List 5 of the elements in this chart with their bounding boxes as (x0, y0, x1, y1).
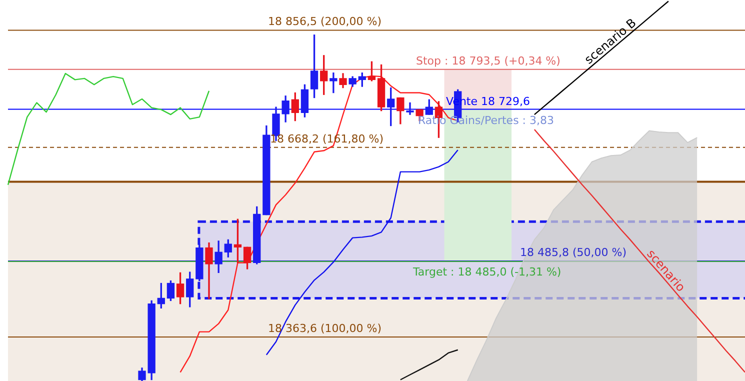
ref-line-label: 18 363,6 (100,00 %) (268, 322, 382, 336)
ref-line-label: 18 856,5 (200,00 %) (268, 15, 382, 28)
ref-line-label: 18 485,8 (50,00 %) (520, 246, 627, 259)
ref-line-label: Stop : 18 793,5 (+0,34 %) (416, 54, 560, 68)
ref-line-label: Target : 18 485,0 (-1,31 %) (412, 265, 562, 278)
